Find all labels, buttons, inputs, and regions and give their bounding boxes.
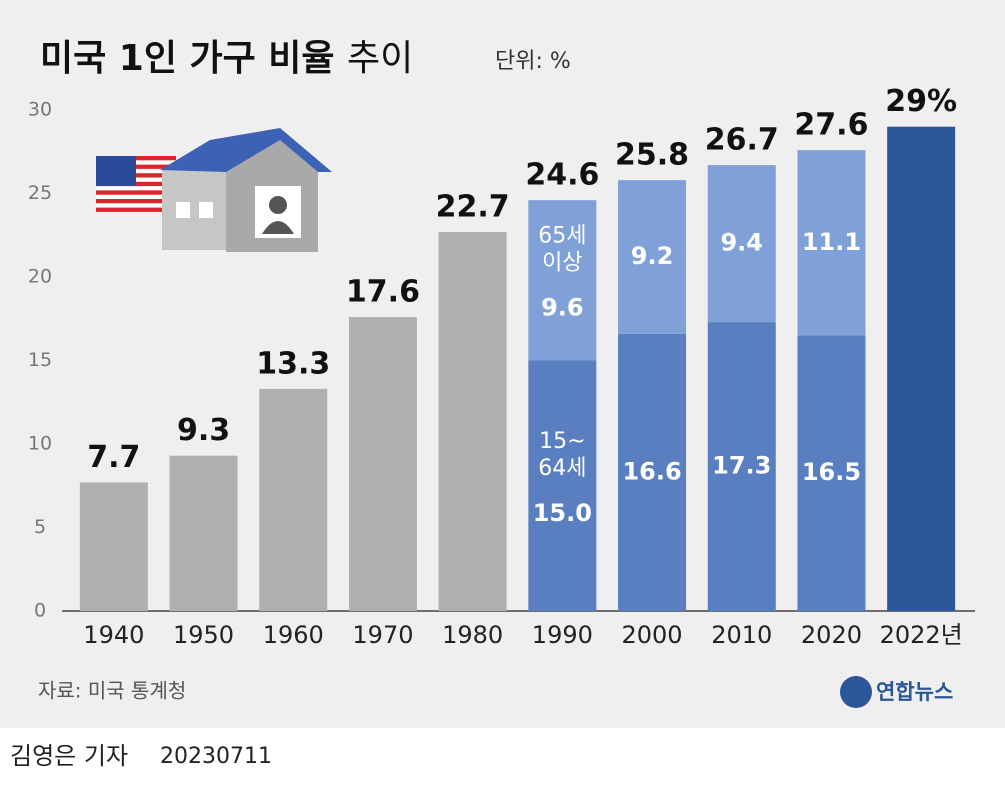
x-tick-label: 1960 [263, 621, 324, 649]
x-tick-label: 2022년 [880, 621, 963, 649]
value-label: 25.8 [615, 138, 689, 173]
segment-name: 65세 이상 [538, 223, 586, 275]
value-label: 17.6 [346, 275, 420, 310]
x-tick-label: 1990 [532, 621, 593, 649]
segment-value-label: 15.0 [533, 499, 592, 527]
y-tick-label: 15 [28, 349, 52, 371]
segment-value-label: 16.5 [802, 458, 861, 486]
value-label: 9.3 [177, 413, 230, 448]
y-tick-label: 20 [28, 266, 52, 288]
logo-mark [840, 676, 872, 708]
bar-segment [707, 322, 776, 611]
bar-segment [618, 180, 687, 334]
value-label: 22.7 [436, 189, 510, 224]
value-label: 13.3 [256, 346, 330, 381]
bar-segment [528, 200, 597, 361]
bar [438, 231, 507, 611]
unit-label: 단위: % [495, 49, 571, 74]
bar-segment [797, 335, 866, 611]
bar [79, 482, 148, 611]
x-tick-label: 2020 [801, 621, 862, 649]
date: 20230711 [160, 744, 272, 769]
bar [259, 388, 328, 611]
y-tick-label: 10 [28, 433, 52, 455]
reporter: 김영은 기자 [10, 742, 128, 770]
x-tick-label: 1940 [83, 621, 144, 649]
bar-segment [707, 165, 776, 323]
bar [887, 126, 956, 611]
bar [169, 455, 238, 611]
segment-value-label: 9.6 [541, 293, 584, 321]
y-tick-label: 25 [28, 182, 52, 204]
y-tick-label: 30 [28, 99, 52, 121]
x-tick-label: 2000 [622, 621, 683, 649]
y-tick-label: 5 [34, 516, 46, 538]
value-label: 24.6 [525, 158, 599, 193]
x-tick-label: 1970 [352, 621, 413, 649]
segment-value-label: 17.3 [712, 452, 771, 480]
source-note: 자료: 미국 통계청 [38, 679, 186, 703]
logo-text: 연합뉴스 [876, 680, 953, 704]
bar [348, 317, 417, 611]
segment-value-label: 9.4 [720, 229, 763, 257]
x-tick-label: 1950 [173, 621, 234, 649]
y-tick-label: 0 [34, 600, 46, 622]
bar-segment [618, 333, 687, 611]
x-tick-label: 2010 [711, 621, 772, 649]
bar-segment [528, 360, 597, 611]
segment-value-label: 9.2 [631, 242, 674, 270]
house-icon [160, 128, 332, 252]
value-label: 26.7 [705, 123, 779, 158]
segment-value-label: 11.1 [802, 228, 861, 256]
segment-value-label: 16.6 [622, 457, 681, 485]
chart-title: 미국 1인 가구 비율 추이 [40, 38, 413, 79]
value-label: 29% [885, 84, 957, 119]
x-tick-label: 1980 [442, 621, 503, 649]
value-label: 7.7 [87, 440, 140, 475]
value-label: 27.6 [794, 108, 868, 143]
segment-name: 15~ 64세 [538, 429, 586, 481]
bar-segment [797, 150, 866, 336]
